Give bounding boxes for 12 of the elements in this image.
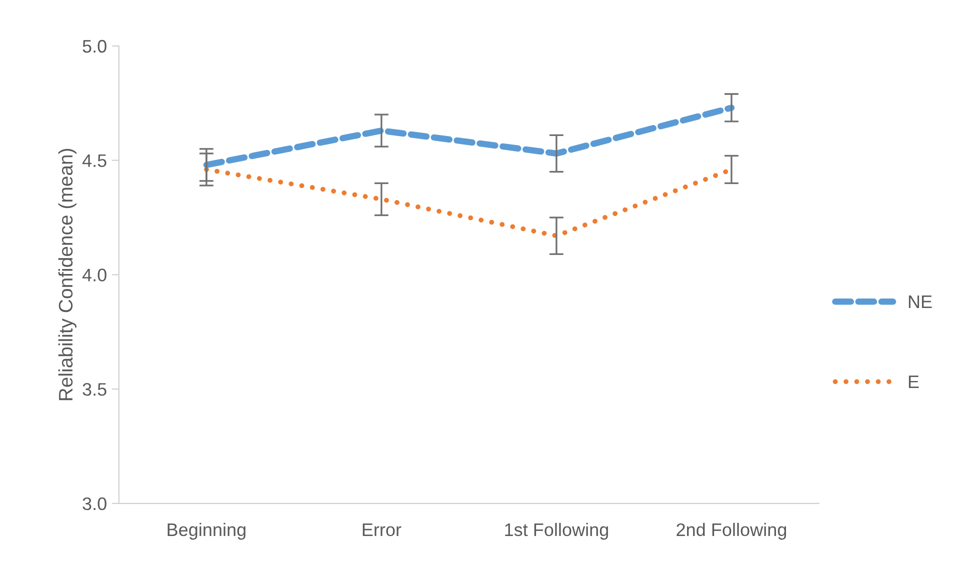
y-tick-label: 5.0	[82, 40, 106, 53]
legend-label: NE	[908, 296, 932, 308]
y-tick-label: 3.5	[82, 383, 106, 396]
x-tick-label: 1st Following	[505, 522, 608, 540]
x-tick-label: 2nd Following	[676, 522, 786, 540]
legend-label: E	[908, 376, 919, 388]
x-tick-label: Beginning	[168, 522, 246, 540]
y-tick-label: 4.5	[82, 154, 106, 168]
y-tick-label: 4.0	[82, 268, 106, 282]
y-axis-title: Reliability Confidence (mean)	[58, 148, 76, 400]
x-tick-label: Error	[362, 524, 402, 536]
y-tick-label: 3.0	[82, 497, 106, 510]
